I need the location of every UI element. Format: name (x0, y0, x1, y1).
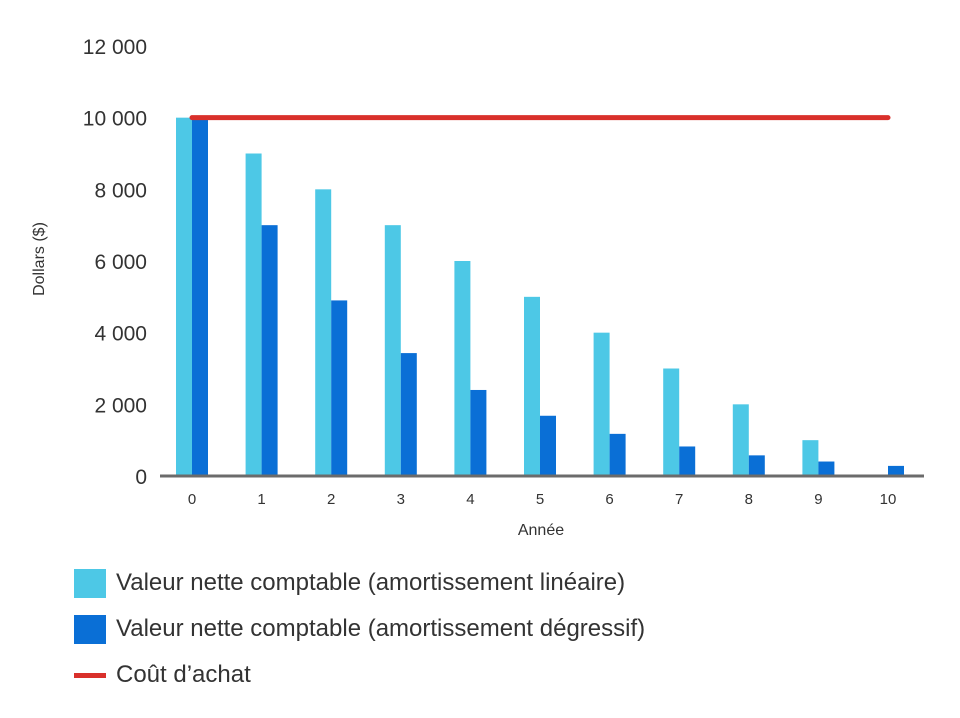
bar-declining-5 (540, 415, 556, 476)
legend-swatch-linear (74, 568, 106, 598)
bar-declining-10 (888, 465, 904, 476)
bar-linear-5 (524, 296, 540, 476)
x-tick-label: 10 (880, 491, 897, 508)
x-tick-label: 3 (397, 491, 405, 508)
legend-item-linear: Valeur nette comptable (amortissement li… (74, 560, 645, 606)
bar-declining-7 (679, 446, 696, 476)
y-tick-label: 6 000 (94, 251, 147, 274)
y-axis-label: Dollars ($) (31, 222, 48, 296)
y-tick-label: 10 000 (83, 108, 147, 131)
bar-linear-2 (315, 189, 332, 477)
bar-linear-8 (732, 404, 749, 476)
x-tick-label: 4 (466, 491, 474, 508)
x-tick-label: 1 (257, 491, 265, 508)
bars-group (176, 117, 904, 477)
y-tick-label: 4 000 (94, 323, 147, 346)
y-tick-label: 2 000 (94, 394, 147, 417)
bar-linear-6 (593, 332, 610, 476)
chart: Dollars ($) Année 0 2 000 4 000 6 000 8 000 1… (31, 36, 924, 539)
x-tick-label: 2 (327, 491, 335, 508)
bar-declining-4 (470, 389, 487, 476)
bar-linear-7 (663, 368, 680, 476)
bar-declining-8 (748, 455, 765, 476)
legend-label-purchase-cost: Coût d’achat (116, 661, 251, 688)
y-tick-label: 8 000 (94, 179, 147, 202)
x-tick-label: 8 (745, 491, 753, 508)
bar-linear-9 (802, 440, 819, 476)
legend-swatch-declining (74, 614, 106, 644)
x-axis-label: Année (518, 522, 564, 539)
bar-linear-1 (245, 153, 262, 476)
legend-item-purchase-cost: Coût d’achat (74, 652, 645, 698)
legend: Valeur nette comptable (amortissement li… (74, 560, 645, 698)
x-tick-label: 5 (536, 491, 544, 508)
x-tick-label: 0 (188, 491, 196, 508)
legend-label-linear: Valeur nette comptable (amortissement li… (116, 569, 626, 596)
bar-declining-2 (331, 300, 348, 476)
x-tick-label: 6 (605, 491, 613, 508)
bar-declining-9 (818, 461, 835, 476)
bar-declining-6 (609, 433, 626, 476)
legend-item-declining: Valeur nette comptable (amortissement dé… (74, 606, 645, 652)
bar-declining-0 (192, 117, 208, 477)
y-tick-label: 12 000 (83, 36, 147, 59)
x-ticks-group: 0 1 2 3 4 5 6 7 8 9 10 (188, 491, 897, 508)
y-ticks-group: 0 2 000 4 000 6 000 8 000 10 000 12 000 (83, 36, 147, 489)
bar-linear-0 (176, 117, 192, 477)
bar-linear-4 (454, 261, 471, 476)
bar-declining-3 (400, 353, 417, 476)
bar-linear-3 (384, 225, 401, 476)
legend-swatch-purchase-cost (74, 672, 106, 678)
x-tick-label: 9 (814, 491, 822, 508)
y-tick-label: 0 (135, 466, 147, 489)
x-tick-label: 7 (675, 491, 683, 508)
bar-declining-1 (261, 225, 278, 476)
legend-label-declining: Valeur nette comptable (amortissement dé… (116, 615, 646, 642)
